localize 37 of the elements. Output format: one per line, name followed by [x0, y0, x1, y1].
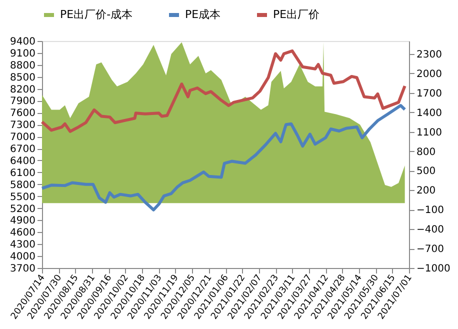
y-tick-label: 7000: [10, 132, 36, 144]
legend-label: PE出厂价-成本: [60, 8, 133, 21]
y-tick-label: 3700: [10, 264, 36, 274]
y-tick-label: 4000: [10, 252, 36, 263]
y-tick-label: 7600: [10, 108, 36, 120]
y-tick-label: 4600: [10, 228, 36, 239]
y2-tick-label: 2300: [416, 49, 442, 60]
y2-tick-label: 800: [416, 146, 436, 158]
legend-label: PE成本: [185, 8, 221, 21]
y-tick-label: 6700: [10, 144, 36, 156]
y-tick-label: 5500: [10, 192, 36, 203]
y2-tick-label: 500: [416, 166, 436, 178]
y-tick-label: 4900: [10, 216, 36, 227]
y-tick-label: 7900: [10, 96, 36, 108]
y2-tick-label: 1400: [416, 108, 442, 119]
y2-tick-label: −1000: [416, 264, 450, 274]
y-tick-label: 4300: [10, 240, 36, 251]
y2-tick-label: 1700: [416, 88, 442, 100]
y-tick-label: 5200: [10, 204, 36, 215]
line-series: [40, 104, 406, 212]
y2-tick-label: 200: [416, 186, 436, 197]
y2-tick-label: −400: [416, 224, 444, 236]
y-tick-label: 8800: [10, 60, 36, 72]
y2-tick-label: −100: [416, 205, 444, 216]
y2-tick-label: 1100: [416, 127, 442, 138]
legend-label: PE出厂价: [273, 8, 320, 21]
y2-tick-label: −700: [416, 244, 444, 256]
y-tick-label: 8500: [10, 72, 36, 84]
line-series: [40, 49, 406, 133]
y-tick-label: 9100: [10, 48, 36, 60]
y-tick-label: 6100: [10, 168, 36, 179]
y2-tick-label: 2000: [416, 68, 442, 80]
y-tick-label: 5800: [10, 180, 36, 191]
y-tick-label: 6400: [10, 156, 36, 167]
y-tick-label: 7300: [10, 120, 36, 132]
y-tick-label: 9400: [10, 36, 36, 48]
y-tick-label: 8200: [10, 84, 36, 96]
